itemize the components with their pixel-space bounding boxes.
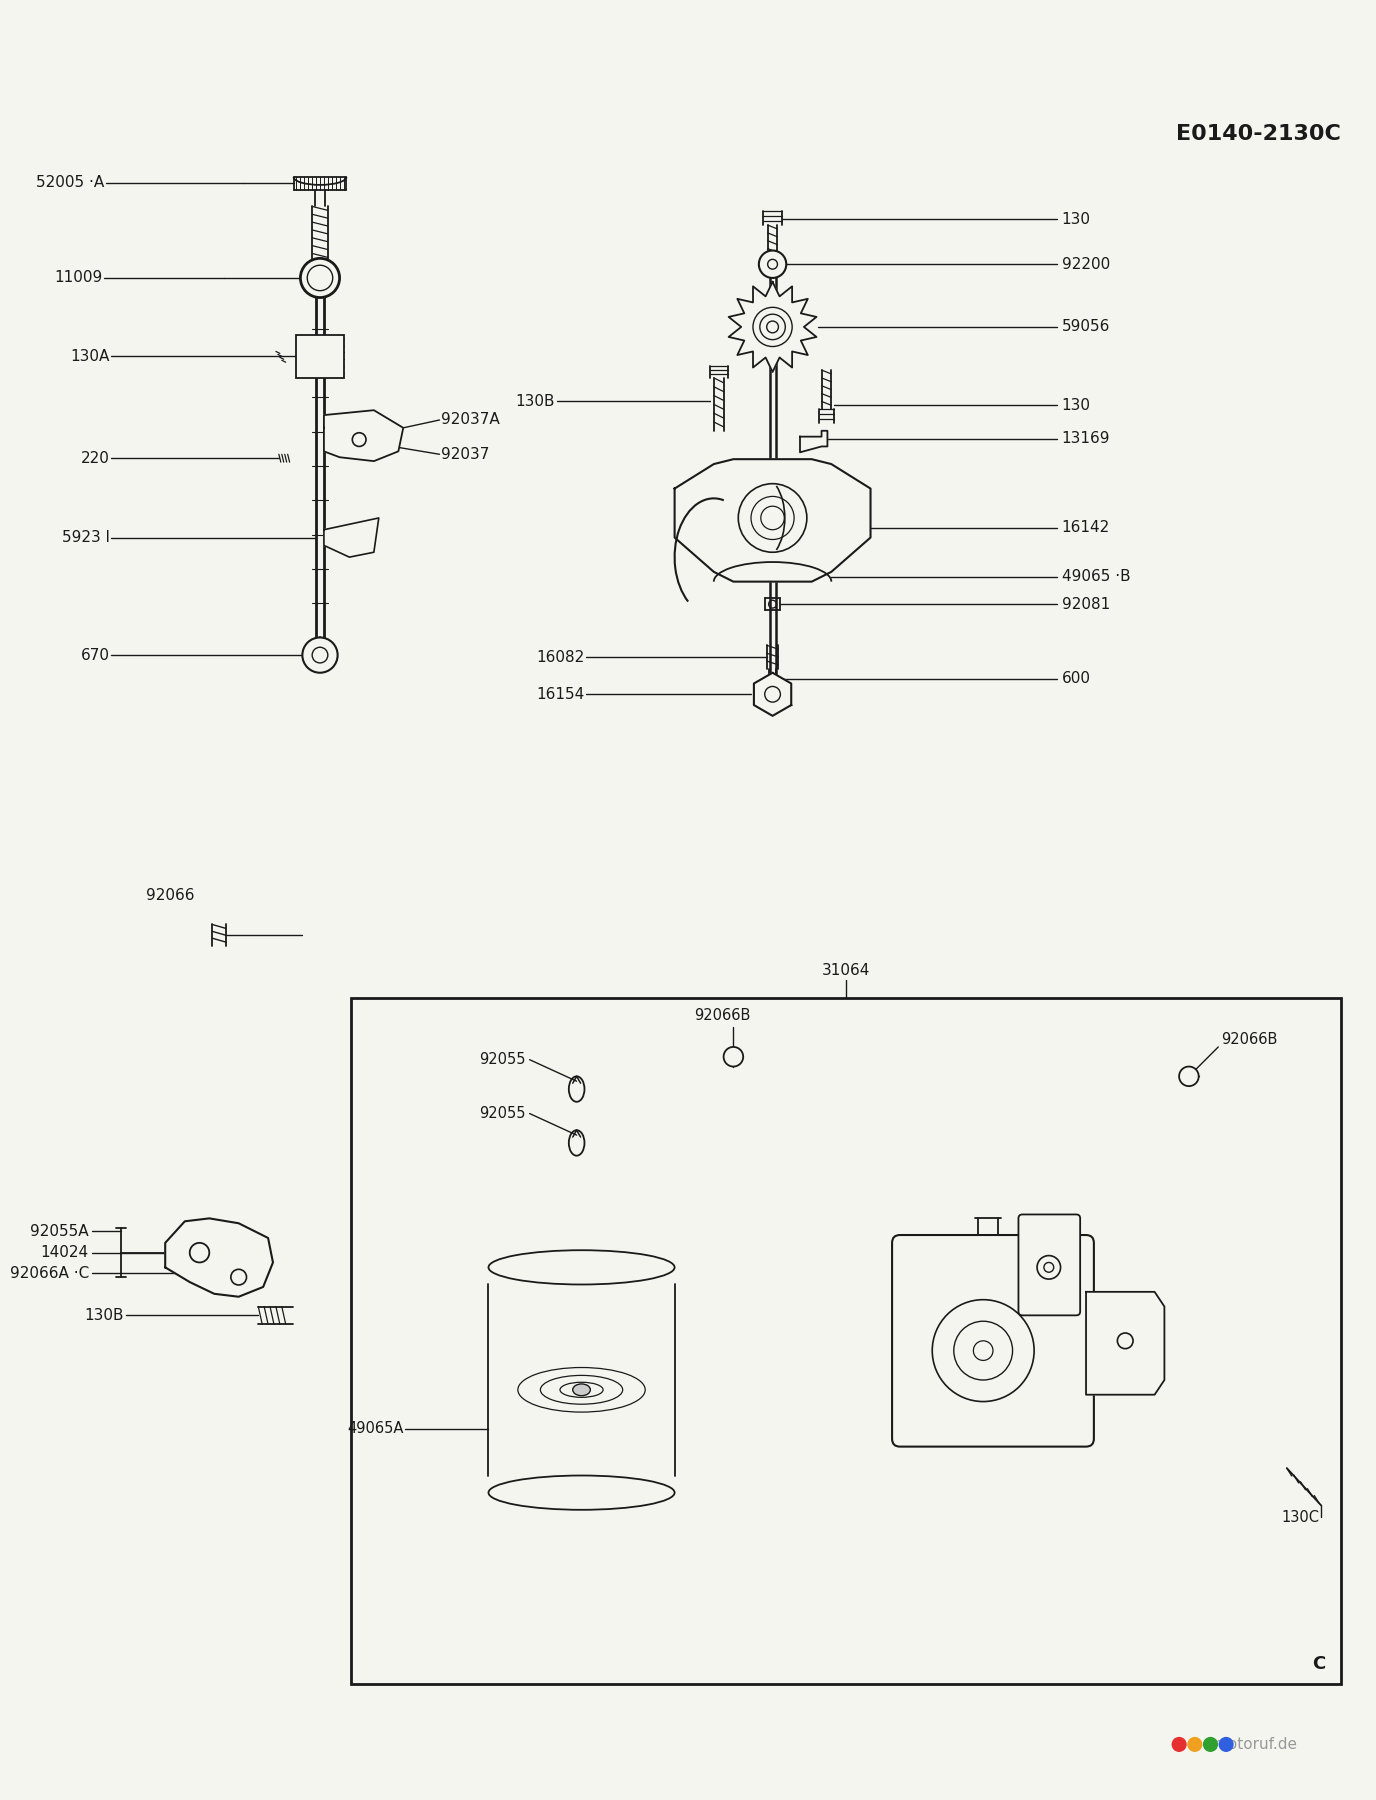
Text: 49065A: 49065A: [347, 1422, 403, 1436]
Text: 220: 220: [81, 450, 109, 466]
Text: 92066: 92066: [146, 887, 194, 902]
Circle shape: [300, 259, 340, 297]
Circle shape: [1219, 1737, 1233, 1751]
Text: motoruf.de: motoruf.de: [1214, 1737, 1298, 1751]
Polygon shape: [165, 1219, 272, 1296]
Text: 52005 ·A: 52005 ·A: [36, 175, 105, 191]
Text: 92055A: 92055A: [30, 1224, 89, 1238]
Ellipse shape: [488, 1251, 674, 1285]
FancyBboxPatch shape: [1018, 1215, 1080, 1316]
Circle shape: [1117, 1334, 1132, 1348]
Circle shape: [724, 1048, 743, 1067]
Text: 92037: 92037: [442, 446, 490, 463]
Bar: [296, 335, 344, 378]
Text: 59056: 59056: [1061, 319, 1110, 335]
Circle shape: [758, 250, 786, 277]
Text: 130A: 130A: [70, 349, 109, 364]
Text: 5923 l: 5923 l: [62, 529, 109, 545]
Circle shape: [1172, 1737, 1186, 1751]
FancyBboxPatch shape: [892, 1235, 1094, 1447]
Text: 16154: 16154: [537, 688, 585, 702]
Text: 92055: 92055: [479, 1105, 526, 1121]
Text: 670: 670: [80, 648, 109, 662]
Circle shape: [352, 432, 366, 446]
Text: 16082: 16082: [537, 650, 585, 664]
Text: 600: 600: [1061, 671, 1091, 686]
Circle shape: [739, 484, 806, 553]
Text: 13169: 13169: [1061, 432, 1110, 446]
Text: 92200: 92200: [1061, 257, 1110, 272]
Circle shape: [231, 1269, 246, 1285]
Text: 130B: 130B: [84, 1309, 124, 1323]
Text: 92081: 92081: [1061, 596, 1110, 612]
Polygon shape: [754, 673, 791, 716]
Circle shape: [933, 1300, 1035, 1402]
Polygon shape: [323, 410, 403, 461]
Bar: [351, 997, 1340, 1683]
Text: 130: 130: [1061, 212, 1091, 227]
Text: 14024: 14024: [41, 1246, 89, 1260]
Text: 92066A ·C: 92066A ·C: [10, 1265, 89, 1282]
Text: 130C: 130C: [1281, 1510, 1320, 1525]
Polygon shape: [799, 430, 827, 452]
Circle shape: [1179, 1067, 1198, 1085]
Text: 92066B: 92066B: [1222, 1031, 1277, 1046]
Text: 49065 ·B: 49065 ·B: [1061, 569, 1130, 585]
Polygon shape: [1086, 1292, 1164, 1395]
Text: 11009: 11009: [54, 270, 103, 286]
Ellipse shape: [572, 1384, 590, 1395]
Text: 130: 130: [1061, 398, 1091, 412]
Text: 31064: 31064: [821, 963, 870, 977]
Text: 130B: 130B: [516, 394, 555, 409]
Polygon shape: [674, 459, 871, 581]
Circle shape: [1204, 1737, 1218, 1751]
Text: 92055: 92055: [479, 1053, 526, 1067]
Ellipse shape: [488, 1476, 674, 1510]
Text: 92066B: 92066B: [695, 1008, 750, 1022]
Circle shape: [768, 259, 777, 270]
Text: C: C: [1313, 1654, 1326, 1672]
Polygon shape: [323, 518, 378, 558]
Text: 92037A: 92037A: [442, 412, 501, 427]
Circle shape: [190, 1242, 209, 1262]
Text: E0140-2130C: E0140-2130C: [1176, 124, 1340, 144]
Circle shape: [1038, 1256, 1061, 1280]
Circle shape: [303, 637, 337, 673]
Text: 16142: 16142: [1061, 520, 1110, 535]
Polygon shape: [729, 283, 816, 373]
Circle shape: [1187, 1737, 1201, 1751]
